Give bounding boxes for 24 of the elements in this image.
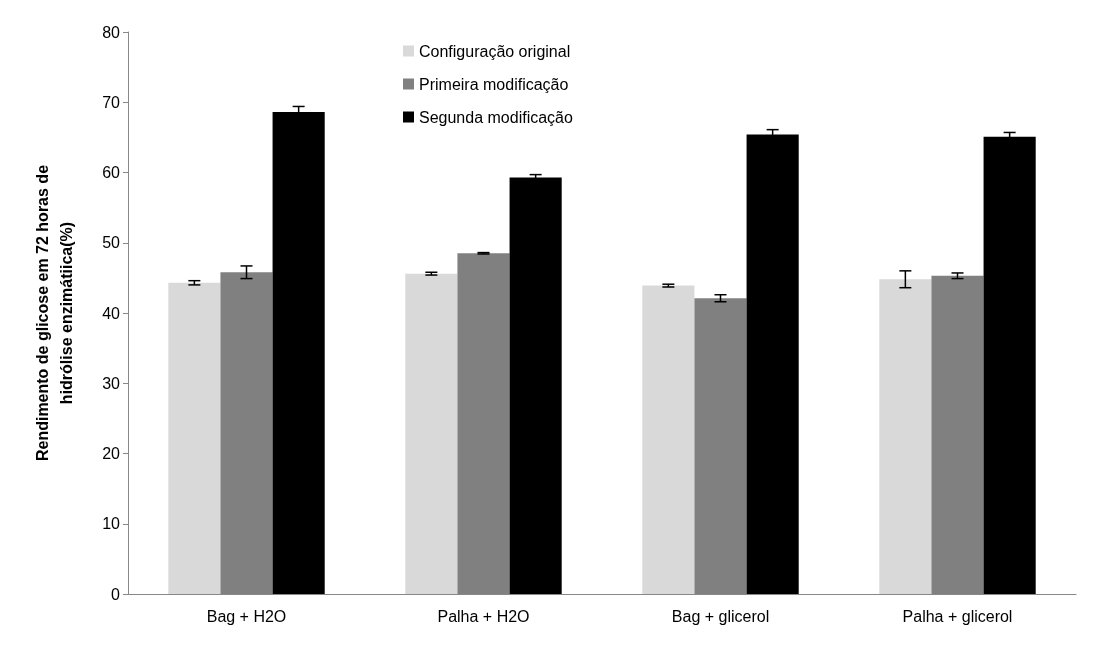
bar (983, 136, 1036, 594)
y-tick-label: 60 (102, 164, 121, 181)
y-axis-title: Rendimento de glicose em 72 horas de hidrólise enzimátiica(%) (33, 164, 75, 462)
x-tick-label: Palha + glicerol (902, 607, 1013, 625)
bar (405, 273, 458, 594)
x-tick-label: Bag + glicerol (671, 607, 770, 625)
bar (746, 134, 799, 594)
y-tick-label: 30 (102, 374, 121, 392)
bar (509, 177, 562, 594)
y-tick-label: 0 (111, 585, 121, 603)
legend-label: Segunda modificação (419, 108, 573, 126)
bar (642, 285, 695, 594)
legend-label: Configuração original (419, 42, 571, 60)
y-tick-label: 40 (102, 304, 121, 322)
x-tick-label: Bag + H2O (206, 607, 287, 625)
x-tick-label: Palha + H2O (437, 607, 530, 625)
bar (168, 282, 221, 594)
y-tick-label: 50 (102, 234, 121, 252)
y-tick-label: 20 (102, 445, 121, 462)
y-tick-label: 80 (102, 23, 121, 41)
legend-label: Primeira modificação (419, 75, 569, 93)
y-tick-label: 70 (102, 93, 121, 111)
bar (879, 279, 932, 594)
y-tick-label: 10 (102, 515, 121, 533)
